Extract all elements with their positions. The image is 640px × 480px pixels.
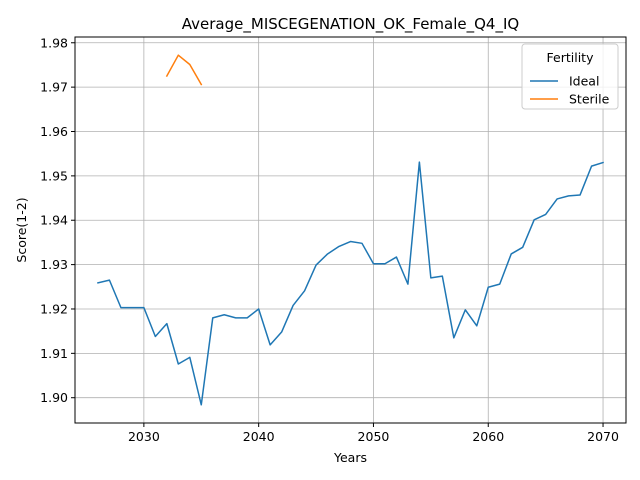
x-tick-label: 2030	[128, 429, 160, 444]
legend-label-ideal: Ideal	[569, 74, 599, 89]
legend: Fertility Ideal Sterile	[521, 43, 619, 110]
y-tick-label: 1.91	[40, 346, 68, 361]
y-axis-label: Score(1-2)	[14, 197, 29, 262]
legend-box	[521, 43, 619, 110]
axis-ticks: 2030 2040 2050 2060 2070 1.90 1.91 1.92 1.93 1.94…	[40, 35, 619, 444]
y-tick-label: 1.96	[40, 124, 68, 139]
series-line-ideal	[97, 161, 604, 406]
x-tick-label: 2070	[587, 429, 619, 444]
x-tick-label: 2060	[472, 429, 504, 444]
y-tick-label: 1.95	[40, 168, 68, 183]
y-tick-label: 1.97	[40, 80, 68, 95]
y-tick-label: 1.90	[40, 390, 68, 405]
x-axis-label: Years	[333, 450, 367, 465]
plot-area-frame	[74, 36, 627, 424]
series-line-sterile	[165, 54, 203, 86]
series-lines	[97, 54, 604, 406]
y-tick-label: 1.94	[40, 213, 68, 228]
y-tick-label: 1.92	[40, 301, 68, 316]
y-tick-label: 1.98	[40, 35, 68, 50]
chart-title: Average_MISCEGENATION_OK_Female_Q4_IQ	[182, 15, 519, 34]
x-tick-label: 2040	[243, 429, 275, 444]
y-tick-label: 1.93	[40, 257, 68, 272]
legend-title: Fertility	[547, 50, 595, 65]
x-tick-label: 2050	[358, 429, 390, 444]
legend-label-sterile: Sterile	[569, 92, 610, 107]
